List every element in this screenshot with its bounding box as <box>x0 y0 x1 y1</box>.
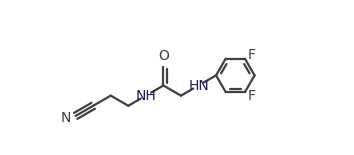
Text: F: F <box>247 89 255 103</box>
Text: NH: NH <box>136 89 156 103</box>
Text: F: F <box>247 48 255 62</box>
Text: HN: HN <box>188 78 209 93</box>
Text: O: O <box>158 49 169 63</box>
Text: N: N <box>61 111 71 125</box>
